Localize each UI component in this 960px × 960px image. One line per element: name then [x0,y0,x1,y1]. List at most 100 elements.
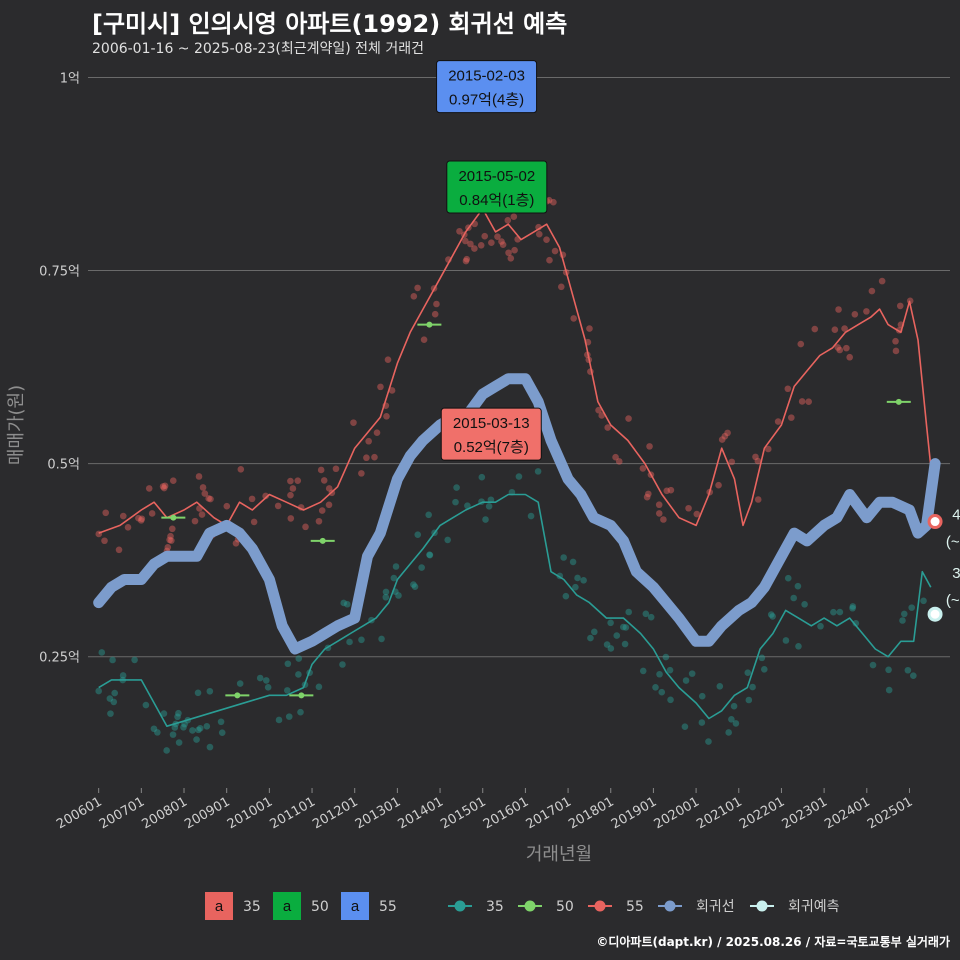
transaction-point [287,491,294,499]
transaction-point [110,698,118,706]
transaction-point [570,315,577,322]
transaction-point [863,308,870,315]
x-tick-label: 201401 [396,794,446,832]
annotations: 2015-02-03 0.97억(4층) 2015-05-02 0.84억(1층) 20… [436,60,548,461]
transaction-point [900,610,908,618]
transaction-point [892,337,899,345]
transaction-point [264,684,272,691]
transaction-point [462,257,470,265]
transaction-point [150,725,158,733]
transaction-point [885,686,893,694]
transaction-point [217,718,225,726]
transaction-point [444,536,451,544]
transaction-point [658,688,666,696]
legend-label-name: 55 [379,899,397,915]
transaction-point [218,729,226,736]
transaction-point [488,239,495,247]
transaction-point [545,196,553,204]
transaction-point [892,347,900,355]
transaction-point [452,498,459,506]
transaction-point [464,502,471,510]
legend-point-name: 35 [486,899,504,915]
forecast-value-label: 4,250 [952,507,960,524]
transaction-point [420,336,428,344]
transaction-point [562,592,570,600]
transaction-point [795,642,802,650]
regression-line [93,373,941,655]
transaction-point [551,247,559,255]
transaction-point [248,495,256,503]
transaction-point [718,436,726,443]
transaction-point [388,387,396,394]
transaction-point [206,687,214,695]
transaction-point [878,277,886,285]
transaction-point [752,453,759,461]
transaction-point [784,574,792,582]
transaction-point [558,283,565,291]
transaction-point [189,727,196,734]
transaction-point [363,454,370,462]
transaction-point [698,692,706,700]
x-tick-label: 201301 [353,794,403,832]
x-tick-label: 201701 [524,794,574,832]
transaction-point [728,458,736,466]
transaction-point [237,465,245,473]
transaction-point [591,628,598,636]
transaction-point [688,670,696,677]
x-tick-label: 201001 [225,794,275,832]
transaction-point [164,543,172,551]
transaction-point [732,720,740,727]
forecast-area-label: (~35㎡) [946,592,960,609]
legend-label-swatch [205,892,233,920]
transaction-point [203,723,211,730]
transaction-point [613,632,621,639]
transaction-point [801,601,808,608]
transaction-point [295,671,302,678]
legend-point-marker [594,900,606,912]
forecast-point [927,514,943,530]
chart-title: [구미시] 인의시영 아파트(1992) 회귀선 예측 [92,10,568,38]
transaction-point [505,249,512,257]
transaction-point [317,466,325,474]
transaction-point [744,669,752,677]
transaction-point [102,509,110,517]
x-tick-label: 200801 [140,794,190,832]
transaction-point [569,558,577,566]
transaction-point [625,608,633,616]
transaction-point [426,551,433,559]
transaction-point [169,477,177,485]
transaction-point [371,453,378,461]
transaction-point [285,713,293,720]
y-axis-title: 매매가(원) [6,385,27,465]
transaction-point [378,635,385,643]
x-tick-label: 200701 [97,794,147,832]
transaction-point [852,620,860,627]
transaction-point [705,738,712,745]
transaction-point [456,227,463,235]
transaction-point [477,242,485,249]
transaction-point [154,729,161,736]
transaction-point [841,325,848,332]
x-tick-label: 201801 [566,794,616,832]
forecast-area-label: (~55㎡) [946,534,960,551]
transaction-point [769,613,776,620]
transaction-point [798,398,806,405]
transaction-point [142,701,150,709]
transaction-point [181,720,188,728]
transaction-point [681,723,689,730]
legend-point-name: 50 [556,899,574,915]
transaction-point [910,672,917,679]
transaction-point [499,241,507,248]
transaction-point [656,670,663,678]
transaction-point [137,517,145,524]
transaction-point [595,406,602,414]
transaction-point [119,672,127,679]
transaction-point [138,515,146,523]
transaction-point [191,517,199,525]
transaction-point [346,638,353,646]
transaction-point [382,588,390,596]
transaction-point [843,344,850,352]
transaction-point [693,510,701,518]
transaction-point [835,306,842,313]
transaction-point [515,473,523,480]
